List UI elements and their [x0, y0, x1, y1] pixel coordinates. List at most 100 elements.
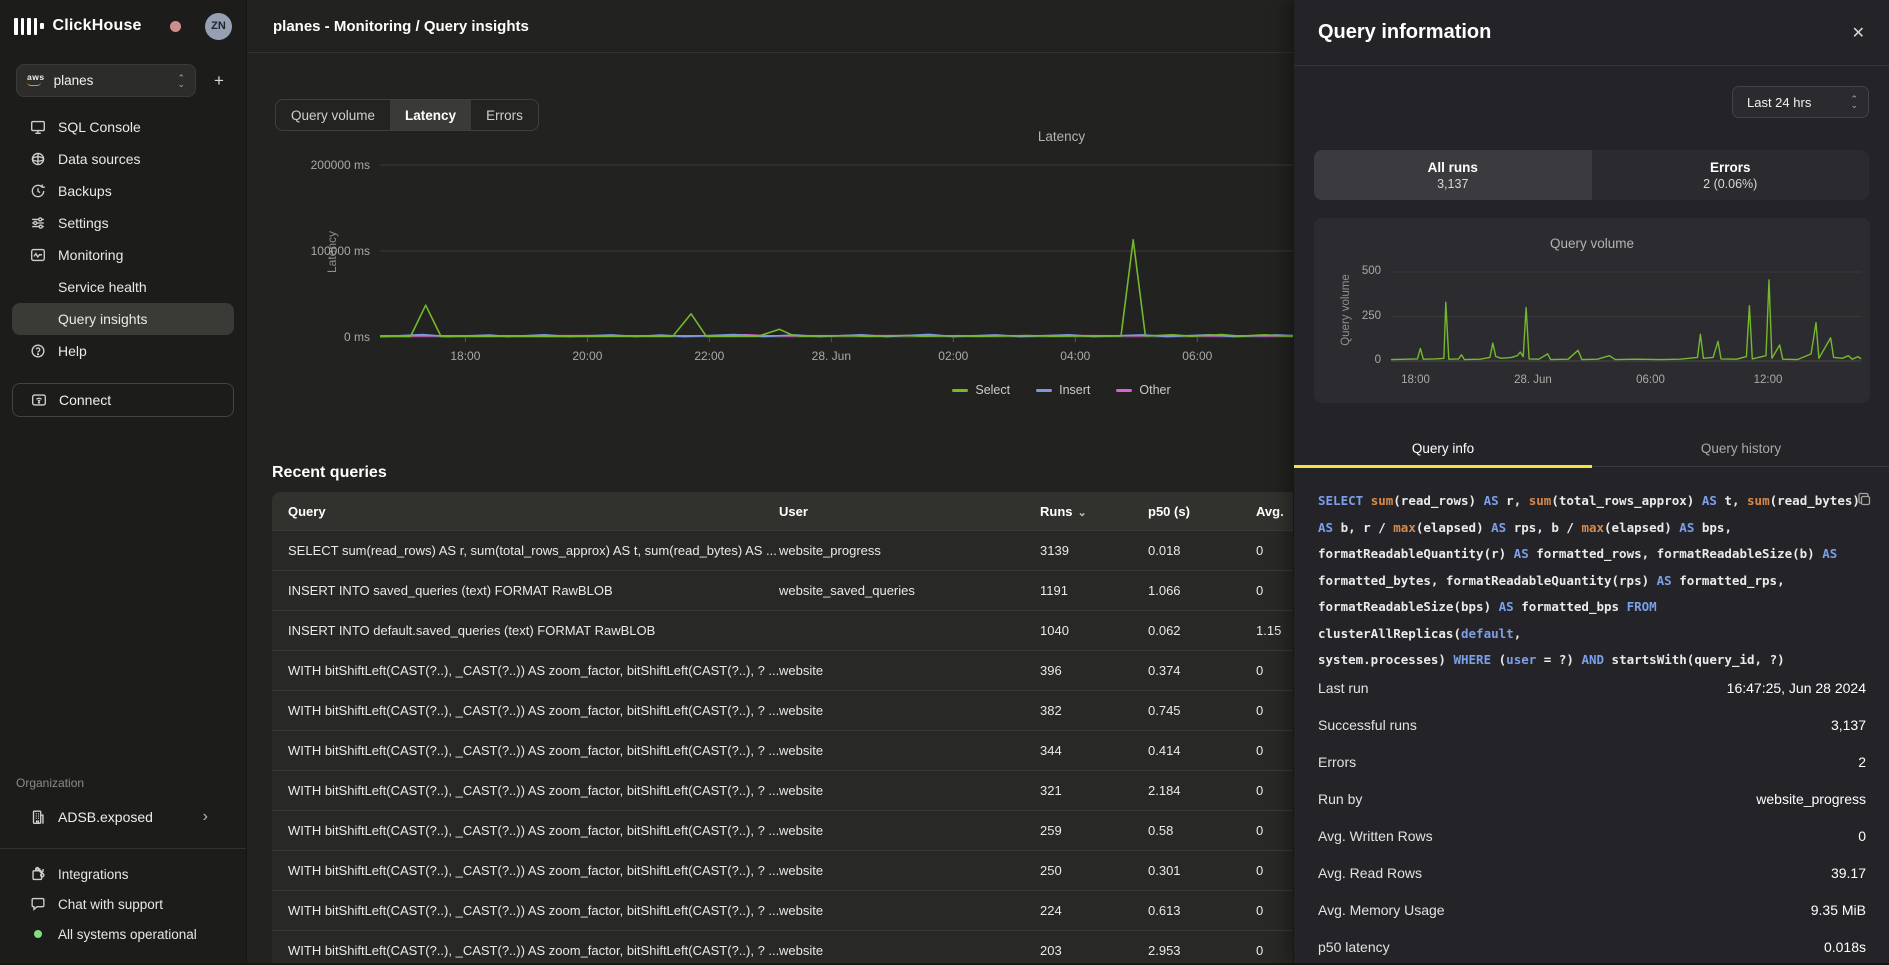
cell-runs: 250: [1040, 863, 1148, 878]
column-header-user[interactable]: User: [779, 504, 1040, 519]
sidebar-item-label: Backups: [58, 183, 112, 199]
cell-user: website: [779, 823, 1040, 838]
legend-label: Select: [975, 383, 1010, 397]
cell-user: website: [779, 663, 1040, 678]
cell-runs: 1191: [1040, 583, 1148, 598]
add-service-button[interactable]: +: [208, 70, 230, 92]
organization-switcher[interactable]: ADSB.exposed ›: [0, 800, 246, 834]
select-updown-icon: ⌃⌄: [177, 75, 185, 87]
backups-icon: [28, 182, 48, 200]
query-volume-chart-title: Query volume: [1314, 236, 1870, 251]
y-tick-label: 500: [1362, 265, 1381, 277]
stat-row-run-by: Run bywebsite_progress: [1318, 780, 1866, 817]
sidebar-footer-all-systems-operational[interactable]: All systems operational: [12, 919, 234, 949]
close-icon[interactable]: ✕: [1852, 23, 1865, 43]
stat-row-p50-latency: p50 latency0.018s: [1318, 928, 1866, 965]
x-tick-label: 22:00: [694, 349, 724, 363]
panel-tab-group: Query infoQuery history: [1294, 437, 1889, 467]
cell-p50: 2.953: [1148, 943, 1256, 958]
cell-runs: 382: [1040, 703, 1148, 718]
sidebar-item-settings[interactable]: Settings: [12, 207, 234, 239]
sidebar-footer-integrations[interactable]: Integrations: [12, 859, 234, 889]
stat-row-last-run: Last run16:47:25, Jun 28 2024: [1318, 669, 1866, 706]
panel-tab-query-info[interactable]: Query info: [1294, 437, 1592, 466]
cell-p50: 0.414: [1148, 743, 1256, 758]
sidebar-item-backups[interactable]: Backups: [12, 175, 234, 207]
organization-icon: [28, 808, 48, 826]
legend-label: Insert: [1059, 383, 1090, 397]
cell-user: website: [779, 903, 1040, 918]
cell-p50: 0.374: [1148, 663, 1256, 678]
app-window: ClickHouse ZN aws planes ⌃⌄ + SQL Consol…: [0, 0, 1889, 963]
cell-runs: 259: [1040, 823, 1148, 838]
tab-latency[interactable]: Latency: [390, 100, 471, 130]
sidebar-item-label: SQL Console: [58, 119, 141, 135]
toggle-errors[interactable]: Errors 2 (0.06%): [1592, 150, 1870, 200]
footer-item-label: Chat with support: [58, 897, 163, 912]
connect-button[interactable]: Connect: [12, 383, 234, 417]
tab-errors[interactable]: Errors: [471, 100, 538, 130]
sidebar-item-sql-console[interactable]: SQL Console: [12, 111, 234, 143]
data-sources-icon: [28, 150, 48, 168]
help-icon: [28, 342, 48, 360]
sql-code-block: SELECT sum(read_rows) AS r, sum(total_ro…: [1318, 488, 1866, 674]
y-tick-label: 0: [1375, 354, 1381, 366]
column-header-p50-s[interactable]: p50 (s): [1148, 504, 1256, 519]
sidebar-item-data-sources[interactable]: Data sources: [12, 143, 234, 175]
chat-icon: [28, 895, 48, 913]
cell-runs: 203: [1040, 943, 1148, 958]
y-tick-label: 0 ms: [344, 330, 370, 344]
sidebar-item-label: Service health: [58, 279, 147, 295]
sidebar-item-monitoring[interactable]: Monitoring: [12, 239, 234, 271]
cell-query: WITH bitShiftLeft(CAST(?..), _CAST(?..))…: [272, 943, 779, 958]
time-range-select[interactable]: Last 24 hrs ⌃⌄: [1732, 86, 1869, 118]
notification-dot-icon[interactable]: [170, 21, 181, 32]
sidebar-item-query-insights[interactable]: Query insights: [12, 303, 234, 335]
stat-row-avg-memory-usage: Avg. Memory Usage9.35 MiB: [1318, 891, 1866, 928]
sort-descending-icon: ⌄: [1078, 507, 1087, 519]
legend-item-other[interactable]: Other: [1116, 383, 1170, 397]
panel-tab-query-history[interactable]: Query history: [1592, 437, 1889, 466]
aws-icon: aws: [27, 73, 45, 86]
tab-query-volume[interactable]: Query volume: [276, 100, 390, 130]
sidebar-item-label: Settings: [58, 215, 109, 231]
cell-p50: 0.745: [1148, 703, 1256, 718]
cell-runs: 1040: [1040, 623, 1148, 638]
legend-item-select[interactable]: Select: [952, 383, 1010, 397]
footer-item-label: All systems operational: [58, 927, 197, 942]
cell-p50: 1.066: [1148, 583, 1256, 598]
integrations-icon: [28, 865, 48, 883]
stat-row-avg-written-rows: Avg. Written Rows0: [1318, 817, 1866, 854]
sidebar-footer-chat-with-support[interactable]: Chat with support: [12, 889, 234, 919]
service-select[interactable]: aws planes ⌃⌄: [16, 64, 196, 97]
query-volume-y-axis-label: Query volume: [1340, 274, 1352, 346]
cell-query: WITH bitShiftLeft(CAST(?..), _CAST(?..))…: [272, 703, 779, 718]
sidebar-item-label: Data sources: [58, 151, 140, 167]
sidebar-footer: Integrations Chat with support All systems…: [0, 859, 246, 963]
sidebar-item-service-health[interactable]: Service health: [12, 271, 234, 303]
legend-swatch: [1036, 389, 1052, 392]
runs-errors-toggle: All runs 3,137 Errors 2 (0.06%): [1314, 150, 1869, 200]
brand-row: ClickHouse ZN: [0, 0, 246, 52]
cell-p50: 0.613: [1148, 903, 1256, 918]
recent-queries-title: Recent queries: [272, 464, 387, 482]
column-header-query[interactable]: Query: [272, 504, 779, 519]
sidebar-item-help[interactable]: Help: [12, 335, 234, 367]
legend-swatch: [1116, 389, 1132, 392]
x-tick-label: 02:00: [938, 349, 968, 363]
column-header-runs[interactable]: Runs⌄: [1040, 504, 1148, 519]
cell-query: WITH bitShiftLeft(CAST(?..), _CAST(?..))…: [272, 823, 779, 838]
service-name: planes: [54, 73, 169, 88]
cell-runs: 344: [1040, 743, 1148, 758]
sql-line: formatReadableQuantity(r) AS formatted_r…: [1318, 541, 1866, 568]
x-tick-label: 20:00: [572, 349, 602, 363]
copy-icon[interactable]: [1857, 490, 1872, 517]
toggle-all-runs[interactable]: All runs 3,137: [1314, 150, 1592, 200]
brand-name: ClickHouse: [53, 17, 142, 35]
query-stats-list: Last run16:47:25, Jun 28 2024Successful …: [1318, 669, 1866, 965]
legend-item-insert[interactable]: Insert: [1036, 383, 1090, 397]
console-icon: [28, 118, 48, 136]
sql-line: AS b, r / max(elapsed) AS rps, b / max(e…: [1318, 515, 1866, 542]
clickhouse-logo-icon: [14, 18, 44, 35]
avatar[interactable]: ZN: [205, 13, 232, 40]
